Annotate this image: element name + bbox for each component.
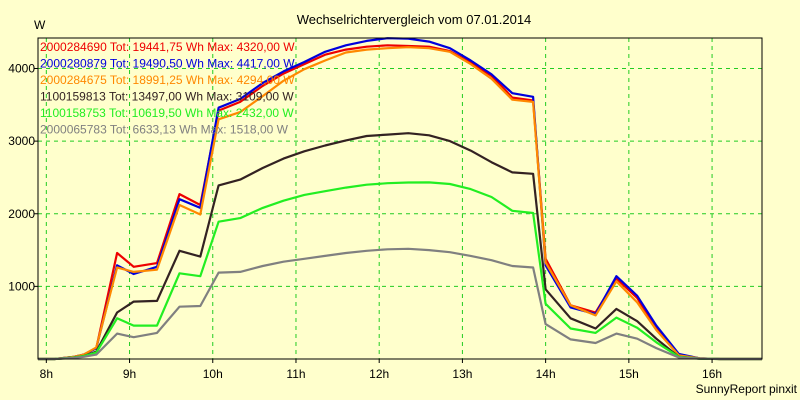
y-axis-label: W: [34, 18, 46, 32]
legend-entry-2000284690: 2000284690 Tot: 19441,75 Wh Max: 4320,00…: [40, 40, 295, 54]
legend-entry-2000284675: 2000284675 Tot: 18991,25 Wh Max: 4294,00…: [40, 73, 295, 87]
legend-entry-1100159813: 1100159813 Tot: 13497,00 Wh Max: 3109,00…: [40, 90, 294, 104]
x-tick-label-10h: 10h: [203, 367, 223, 381]
y-tick-label-3000: 3000: [8, 134, 35, 148]
legend: 2000284690 Tot: 19441,75 Wh Max: 4320,00…: [40, 40, 295, 137]
series-line-2000284690: [38, 44, 762, 361]
x-tick-label-16h: 16h: [702, 367, 722, 381]
series-line-2000284675: [38, 46, 762, 361]
axes: 1000 2000 3000 4000 8h 9h 10h 11h 12h 13h 14h 15h 16…: [8, 37, 763, 381]
series-layer: [38, 37, 762, 361]
legend-entry-2000280879: 2000280879 Tot: 19490,50 Wh Max: 4417,00…: [40, 57, 295, 71]
series-line-1100158753: [38, 181, 762, 361]
y-tick-label-4000: 4000: [8, 62, 35, 76]
legend-entry-1100158753: 1100158753 Tot: 10619,50 Wh Max: 2432,00…: [40, 106, 294, 120]
plot-frame: [37, 37, 763, 360]
legend-entry-2000065783: 2000065783 Tot: 6633,13 Wh Max: 1518,00 …: [40, 123, 289, 137]
x-tick-label-8h: 8h: [40, 367, 53, 381]
series-line-1100159813: [38, 132, 762, 361]
x-tick-label-14h: 14h: [536, 367, 556, 381]
x-tick-label-9h: 9h: [123, 367, 136, 381]
y-tick-label-2000: 2000: [8, 207, 35, 221]
y-tick-label-1000: 1000: [8, 279, 35, 293]
x-tick-label-15h: 15h: [619, 367, 639, 381]
x-tick-label-13h: 13h: [452, 367, 472, 381]
x-tick-label-12h: 12h: [369, 367, 389, 381]
footer-credit: SunnyReport pinxit: [696, 382, 798, 396]
x-tick-label-11h: 11h: [286, 367, 305, 381]
series-line-2000280879: [38, 37, 762, 361]
chart-title: Wechselrichtervergleich vom 07.01.2014: [297, 12, 532, 27]
series-line-2000065783: [38, 247, 762, 361]
